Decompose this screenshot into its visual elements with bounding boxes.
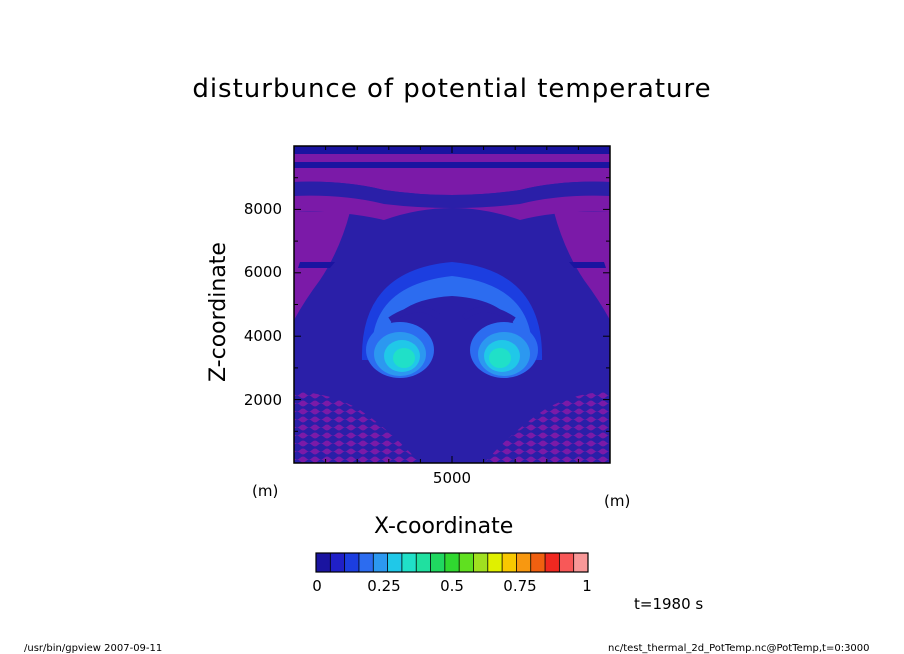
colorbar-swatch bbox=[358, 553, 374, 572]
colorbar-swatch bbox=[416, 553, 432, 572]
field-shading bbox=[294, 146, 610, 463]
colorbar-swatch bbox=[344, 553, 360, 572]
y-tick-label: 2000 bbox=[243, 391, 282, 409]
footer-right: nc/test_thermal_2d_PotTemp.nc@PotTemp,t=… bbox=[608, 643, 870, 654]
chart-title: disturbunce of potential temperature bbox=[192, 74, 712, 104]
colorbar-swatch bbox=[373, 553, 389, 572]
colorbar-tick-label: 0.25 bbox=[367, 577, 401, 595]
colorbar-swatch bbox=[502, 553, 517, 572]
colorbar-swatch bbox=[430, 553, 446, 572]
colorbar-swatch bbox=[459, 553, 474, 572]
colorbar-tick-label: 1 bbox=[582, 577, 592, 595]
time-label: t=1980 s bbox=[634, 595, 704, 613]
y-tick-label: 4000 bbox=[243, 327, 282, 345]
y-axis-label: Z-coordinate bbox=[206, 242, 231, 382]
x-axis-label: X-coordinate bbox=[374, 514, 514, 539]
colorbar bbox=[315, 552, 589, 573]
colorbar-swatch bbox=[401, 553, 417, 572]
colorbar-swatch bbox=[387, 553, 403, 572]
colorbar-tick-label: 0.5 bbox=[440, 577, 464, 595]
x-tick-label: 5000 bbox=[432, 469, 472, 487]
axis-ticks bbox=[294, 146, 610, 463]
colorbar-swatch bbox=[516, 553, 532, 572]
colorbar-tick-label: 0 bbox=[312, 577, 322, 595]
colorbar-swatch bbox=[444, 553, 460, 572]
colorbar-tick-label: 0.75 bbox=[503, 577, 537, 595]
colorbar-swatch bbox=[559, 553, 575, 572]
x-unit-label: (m) bbox=[604, 492, 631, 510]
y-tick-label: 6000 bbox=[243, 263, 282, 281]
colorbar-frame bbox=[315, 552, 589, 573]
colorbar-swatch bbox=[330, 553, 346, 572]
y-tick-label: 8000 bbox=[243, 200, 282, 218]
colorbar-swatch bbox=[316, 553, 331, 572]
colorbar-swatch bbox=[545, 553, 560, 572]
colorbar-swatch bbox=[573, 553, 589, 572]
colorbar-swatch bbox=[487, 553, 503, 572]
y-unit-label: (m) bbox=[252, 482, 279, 500]
colorbar-swatch bbox=[530, 553, 546, 572]
colorbar-swatch bbox=[473, 553, 489, 572]
footer-left: /usr/bin/gpview 2007-09-11 bbox=[24, 643, 163, 654]
